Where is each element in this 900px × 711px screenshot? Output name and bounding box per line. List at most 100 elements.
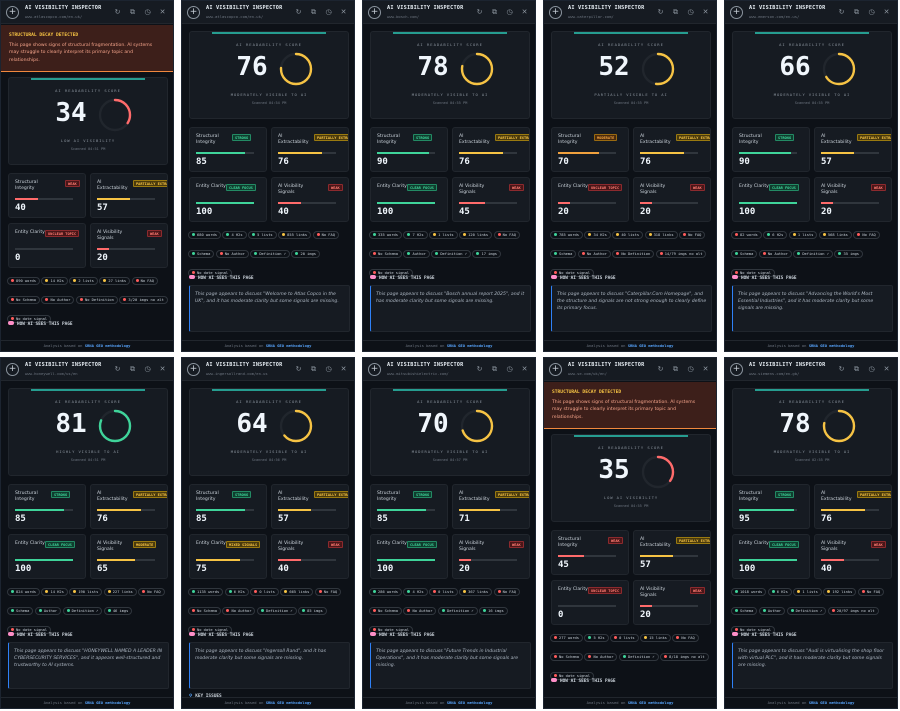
panel-header: + AI VISIBILITY INSPECTOR www.emerson.com/…	[725, 1, 897, 24]
history-icon[interactable]: ◷	[868, 8, 875, 16]
how-ai-sees-header[interactable]: HOW AI SEES THIS PAGE	[551, 275, 616, 281]
stat-text: 46 imgs	[112, 609, 129, 613]
methodology-link[interactable]: SRNA GEO methodology	[808, 343, 855, 348]
metric-value: 100	[196, 207, 213, 217]
history-icon[interactable]: ◷	[325, 8, 332, 16]
how-ai-sees-header[interactable]: HOW AI SEES THIS PAGE	[551, 678, 616, 684]
history-icon[interactable]: ◷	[144, 365, 151, 373]
close-icon[interactable]: ✕	[159, 8, 166, 16]
metric-name: AI Visibility Signals	[97, 541, 123, 552]
app-logo-icon: +	[730, 363, 743, 376]
how-ai-sees-header[interactable]: HOW AI SEES THIS PAGE	[370, 275, 435, 281]
metric-badge: PARTIALLY EXTRACTABLE	[495, 134, 529, 141]
close-icon[interactable]: ✕	[883, 365, 890, 373]
how-ai-sees-header[interactable]: HOW AI SEES THIS PAGE	[732, 632, 797, 638]
methodology-link[interactable]: SRNA GEO methodology	[265, 343, 312, 348]
methodology-link[interactable]: SRNA GEO methodology	[808, 700, 855, 705]
copy-icon[interactable]: ⧉	[130, 365, 135, 373]
history-icon[interactable]: ◷	[325, 365, 332, 373]
history-icon[interactable]: ◷	[868, 365, 875, 373]
ai-extractability-card: AI Extractability PARTIALLY EXTRACTABLE 57	[633, 530, 711, 575]
close-icon[interactable]: ✕	[702, 8, 709, 16]
page-url: www.caterpillar.com/	[568, 14, 614, 19]
methodology-link[interactable]: SRNA GEO methodology	[627, 700, 674, 705]
app-logo-icon: +	[368, 363, 381, 376]
refresh-icon[interactable]: ↻	[295, 365, 302, 373]
status-dot-icon	[373, 270, 376, 274]
refresh-icon[interactable]: ↻	[114, 365, 121, 373]
stat-text: 890 words	[16, 279, 36, 283]
history-icon[interactable]: ◷	[144, 8, 151, 16]
stat-chip: No Schema	[550, 653, 583, 661]
how-ai-sees-header[interactable]: HOW AI SEES THIS PAGE	[8, 321, 73, 327]
how-ai-sees-header[interactable]: HOW AI SEES THIS PAGE	[370, 632, 435, 638]
key-issues-header[interactable]: ⚲KEY ISSUES	[189, 694, 222, 699]
stat-text: No Author	[50, 298, 71, 302]
close-icon[interactable]: ✕	[883, 8, 890, 16]
close-icon[interactable]: ✕	[702, 365, 709, 373]
metric-name: AI Extractability	[821, 491, 852, 502]
copy-icon[interactable]: ⧉	[854, 8, 859, 16]
refresh-icon[interactable]: ↻	[476, 365, 483, 373]
copy-icon[interactable]: ⧉	[311, 8, 316, 16]
close-icon[interactable]: ✕	[340, 365, 347, 373]
brain-icon	[732, 275, 738, 279]
how-ai-sees-header[interactable]: HOW AI SEES THIS PAGE	[8, 632, 73, 638]
stat-chip: 3/20 imgs no alt	[119, 296, 168, 304]
stat-text: 665 links	[289, 590, 310, 594]
stat-text: 0 lists	[438, 590, 454, 594]
history-icon[interactable]: ◷	[687, 8, 694, 16]
metric-bar	[640, 555, 698, 557]
how-ai-label: HOW AI SEES THIS PAGE	[560, 276, 616, 281]
metric-value: 76	[821, 514, 832, 524]
status-dot-icon	[822, 232, 826, 236]
methodology-link[interactable]: SRNA GEO methodology	[84, 343, 131, 348]
stat-text: 17 imgs	[481, 252, 498, 256]
app-title: AI VISIBILITY INSPECTOR	[568, 362, 645, 368]
refresh-icon[interactable]: ↻	[838, 365, 845, 373]
refresh-icon[interactable]: ↻	[476, 8, 483, 16]
history-icon[interactable]: ◷	[506, 365, 513, 373]
copy-icon[interactable]: ⧉	[854, 365, 859, 373]
copy-icon[interactable]: ⧉	[673, 365, 678, 373]
close-icon[interactable]: ✕	[340, 8, 347, 16]
metric-name: Entity Clarity	[196, 541, 226, 546]
copy-icon[interactable]: ⧉	[311, 365, 316, 373]
refresh-icon[interactable]: ↻	[657, 8, 664, 16]
structural-integrity-card: Structural Integrity STRONG 85	[8, 484, 86, 529]
copy-icon[interactable]: ⧉	[130, 8, 135, 16]
history-icon[interactable]: ◷	[506, 8, 513, 16]
copy-icon[interactable]: ⧉	[492, 365, 497, 373]
metric-badge: MODERATE	[133, 541, 157, 548]
methodology-link[interactable]: SRNA GEO methodology	[84, 700, 131, 705]
status-dot-icon	[316, 232, 320, 236]
methodology-link[interactable]: SRNA GEO methodology	[627, 343, 674, 348]
methodology-link[interactable]: SRNA GEO methodology	[446, 343, 493, 348]
how-ai-sees-header[interactable]: HOW AI SEES THIS PAGE	[189, 275, 254, 281]
metric-name: AI Visibility Signals	[821, 541, 847, 552]
methodology-link[interactable]: SRNA GEO methodology	[446, 700, 493, 705]
metric-bar	[97, 198, 155, 200]
metric-bar-fill	[558, 555, 585, 557]
metric-name: Structural Integrity	[196, 491, 219, 502]
close-icon[interactable]: ✕	[521, 365, 528, 373]
refresh-icon[interactable]: ↻	[114, 8, 121, 16]
history-icon[interactable]: ◷	[687, 365, 694, 373]
methodology-link[interactable]: SRNA GEO methodology	[265, 700, 312, 705]
stat-chip: 120 links	[459, 231, 493, 239]
copy-icon[interactable]: ⧉	[492, 8, 497, 16]
refresh-icon[interactable]: ↻	[838, 8, 845, 16]
close-icon[interactable]: ✕	[521, 8, 528, 16]
stat-text: 4 H2s	[231, 233, 243, 237]
stat-text: 6 H2s	[772, 233, 784, 237]
close-icon[interactable]: ✕	[159, 365, 166, 373]
metric-name: AI Visibility Signals	[821, 184, 847, 195]
how-ai-sees-header[interactable]: HOW AI SEES THIS PAGE	[189, 632, 254, 638]
inspector-panel: + AI VISIBILITY INSPECTOR www.se.com/uk/en…	[543, 357, 717, 709]
metric-badge: PARTIALLY EXTRACTABLE	[133, 180, 167, 187]
copy-icon[interactable]: ⧉	[673, 8, 678, 16]
refresh-icon[interactable]: ↻	[295, 8, 302, 16]
how-ai-sees-header[interactable]: HOW AI SEES THIS PAGE	[732, 275, 797, 281]
refresh-icon[interactable]: ↻	[657, 365, 664, 373]
status-dot-icon	[373, 589, 376, 593]
